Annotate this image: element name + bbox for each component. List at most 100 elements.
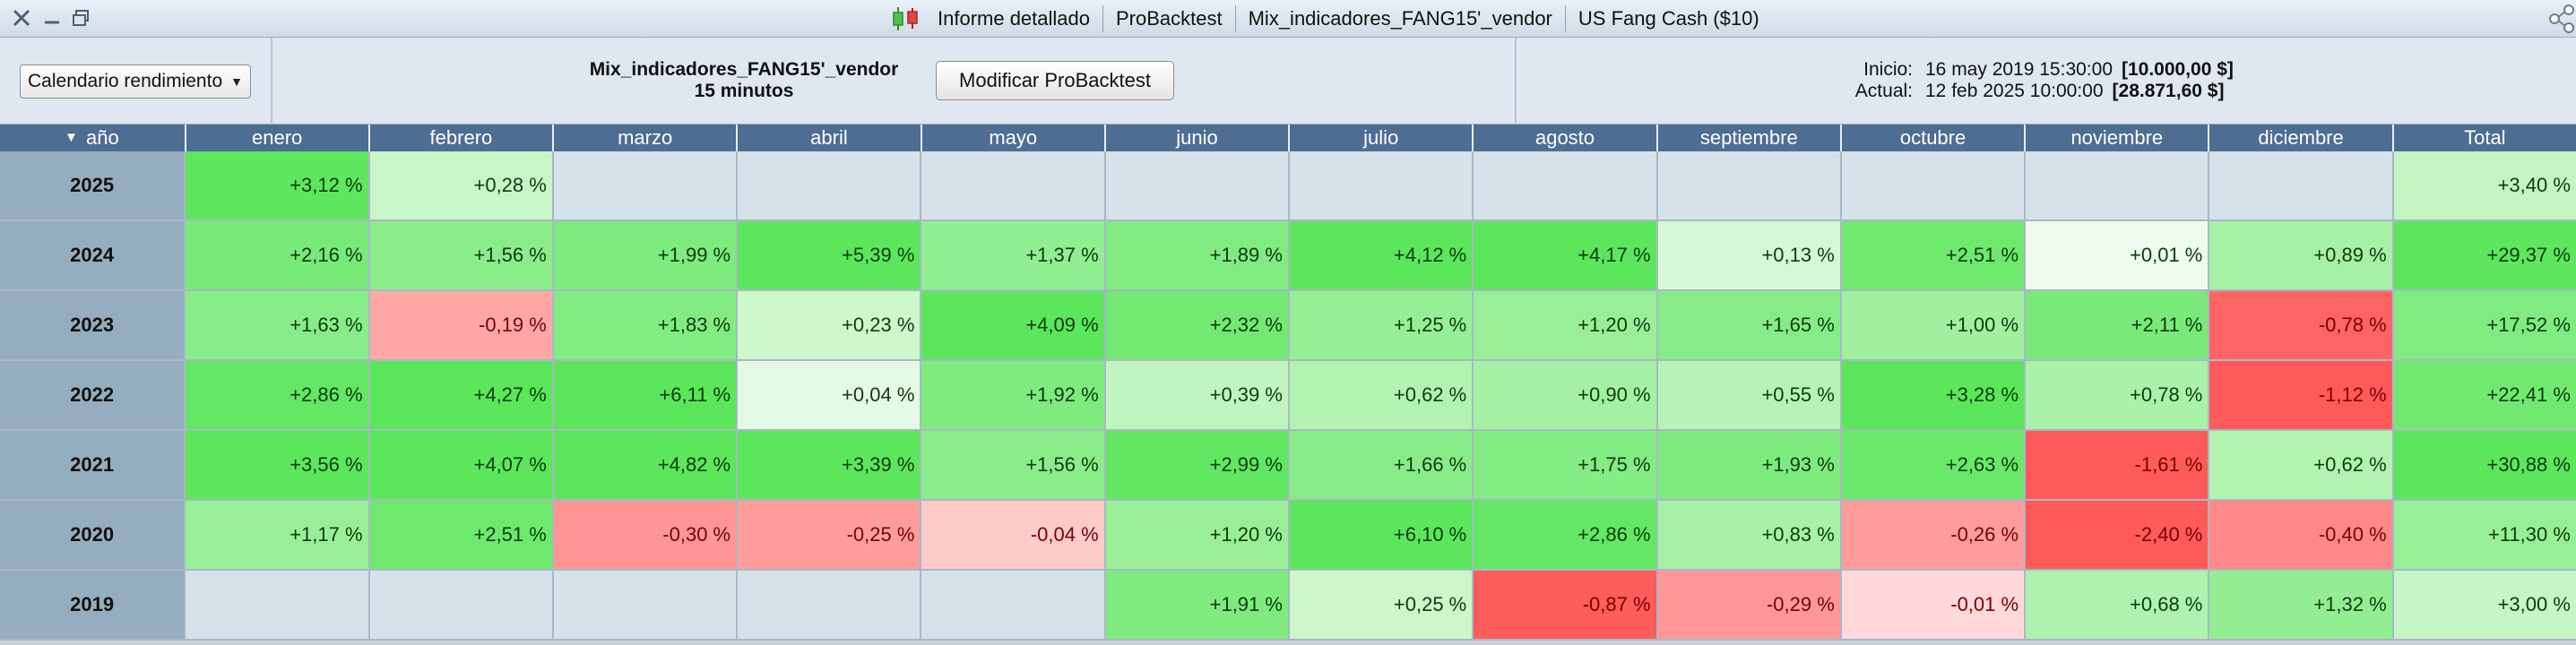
tab-probacktest[interactable]: ProBacktest [1116,7,1223,30]
month-cell[interactable]: +2,63 % [1839,431,2025,499]
column-header[interactable]: Total [2391,125,2576,151]
month-cell[interactable]: +0,62 % [1287,361,1473,429]
column-header[interactable]: noviembre [2024,125,2208,151]
month-cell[interactable]: +2,86 % [1472,501,1656,569]
month-cell[interactable]: +1,32 % [2208,571,2392,639]
month-cell[interactable]: -0,87 % [1472,571,1656,639]
month-cell[interactable]: +0,13 % [1655,221,1840,289]
month-cell[interactable]: +0,62 % [2208,431,2392,499]
month-cell[interactable]: +4,82 % [551,431,737,499]
total-cell[interactable]: +22,41 % [2391,361,2576,429]
month-cell[interactable]: +6,11 % [551,361,737,429]
month-cell[interactable]: +1,65 % [1655,291,1840,359]
month-cell[interactable]: +4,12 % [1287,221,1473,289]
month-cell[interactable]: +1,56 % [920,431,1104,499]
month-cell[interactable] [184,571,368,639]
month-cell[interactable]: +1,00 % [1839,291,2025,359]
month-cell[interactable] [1839,151,2025,219]
month-cell[interactable]: +1,17 % [184,501,368,569]
modify-probacktest-button[interactable]: Modificar ProBacktest [936,61,1174,100]
column-header[interactable]: febrero [367,125,552,151]
month-cell[interactable] [1472,151,1656,219]
month-cell[interactable]: +0,01 % [2024,221,2209,289]
month-cell[interactable]: +0,23 % [736,291,921,359]
column-header[interactable]: marzo [552,125,736,151]
month-cell[interactable]: +2,16 % [184,221,368,289]
year-cell[interactable]: 2025 [0,151,185,219]
month-cell[interactable] [1103,151,1288,219]
column-header[interactable]: junio [1103,125,1288,151]
minimize-icon[interactable] [39,5,65,30]
year-cell[interactable]: 2020 [0,501,185,569]
month-cell[interactable]: +1,93 % [1655,431,1840,499]
month-cell[interactable]: -2,40 % [2024,501,2209,569]
tab-instrument[interactable]: US Fang Cash ($10) [1578,7,1759,30]
month-cell[interactable]: +0,39 % [1103,361,1288,429]
column-header[interactable]: septiembre [1655,125,1840,151]
month-cell[interactable] [920,571,1104,639]
month-cell[interactable]: -0,04 % [920,501,1104,569]
month-cell[interactable]: +1,99 % [551,221,737,289]
month-cell[interactable]: +1,56 % [367,221,552,289]
year-cell[interactable]: 2024 [0,221,185,289]
share-icon[interactable] [2546,4,2576,34]
month-cell[interactable]: +2,32 % [1103,291,1288,359]
month-cell[interactable]: +2,11 % [2024,291,2209,359]
month-cell[interactable]: -0,01 % [1839,571,2025,639]
view-select[interactable]: Calendario rendimiento ▼ [20,64,251,99]
column-header[interactable]: octubre [1839,125,2024,151]
month-cell[interactable]: +1,20 % [1472,291,1656,359]
column-header[interactable]: julio [1288,125,1472,151]
month-cell[interactable]: +2,86 % [184,361,368,429]
month-cell[interactable]: -0,19 % [367,291,552,359]
month-cell[interactable]: -0,40 % [2208,501,2392,569]
total-cell[interactable]: +3,00 % [2391,571,2576,639]
month-cell[interactable] [2024,151,2209,219]
month-cell[interactable]: +0,83 % [1655,501,1840,569]
month-cell[interactable]: +1,25 % [1287,291,1473,359]
restore-icon[interactable] [68,5,93,30]
year-cell[interactable]: 2019 [0,571,185,639]
column-header[interactable]: diciembre [2208,125,2391,151]
total-cell[interactable]: +30,88 % [2391,431,2576,499]
month-cell[interactable]: +0,68 % [2024,571,2209,639]
month-cell[interactable]: +0,04 % [736,361,921,429]
month-cell[interactable]: +2,51 % [1839,221,2025,289]
column-header[interactable]: mayo [920,125,1104,151]
month-cell[interactable]: -0,26 % [1839,501,2025,569]
total-cell[interactable]: +29,37 % [2391,221,2576,289]
column-header-year[interactable]: ▼ año [0,125,185,151]
month-cell[interactable]: +2,99 % [1103,431,1288,499]
month-cell[interactable]: +1,63 % [184,291,368,359]
month-cell[interactable]: +1,66 % [1287,431,1473,499]
month-cell[interactable]: +0,90 % [1472,361,1656,429]
month-cell[interactable]: +6,10 % [1287,501,1473,569]
month-cell[interactable]: +4,07 % [367,431,552,499]
month-cell[interactable]: +1,75 % [1472,431,1656,499]
month-cell[interactable]: +0,89 % [2208,221,2392,289]
year-cell[interactable]: 2023 [0,291,185,359]
tab-strategy-name[interactable]: Mix_indicadores_FANG15'_vendor [1248,7,1552,30]
month-cell[interactable]: +1,37 % [920,221,1104,289]
month-cell[interactable] [920,151,1104,219]
month-cell[interactable]: +1,89 % [1103,221,1288,289]
month-cell[interactable]: +4,17 % [1472,221,1656,289]
month-cell[interactable] [551,151,737,219]
column-header[interactable]: enero [184,125,368,151]
month-cell[interactable]: -0,25 % [736,501,921,569]
month-cell[interactable]: +0,28 % [367,151,552,219]
close-icon[interactable] [9,5,34,30]
month-cell[interactable]: +0,55 % [1655,361,1840,429]
month-cell[interactable]: +3,28 % [1839,361,2025,429]
month-cell[interactable]: +1,91 % [1103,571,1288,639]
month-cell[interactable]: +4,27 % [367,361,552,429]
column-header[interactable]: abril [736,125,920,151]
month-cell[interactable]: +1,83 % [551,291,737,359]
month-cell[interactable]: +5,39 % [736,221,921,289]
total-cell[interactable]: +3,40 % [2391,151,2576,219]
month-cell[interactable] [736,151,921,219]
month-cell[interactable]: +1,20 % [1103,501,1288,569]
month-cell[interactable]: +3,12 % [184,151,368,219]
month-cell[interactable]: +0,25 % [1287,571,1473,639]
month-cell[interactable]: -0,78 % [2208,291,2392,359]
